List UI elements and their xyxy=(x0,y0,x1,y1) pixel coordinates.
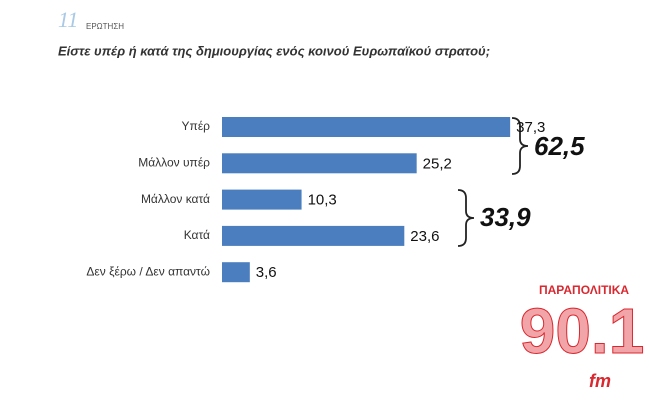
brace xyxy=(457,189,475,247)
category-label: Μάλλον κατά xyxy=(141,192,210,206)
chart-title: Είστε υπέρ ή κατά της δημιουργίας ενός κ… xyxy=(58,43,490,58)
value-label: 25,2 xyxy=(423,155,452,172)
logo-name: ΠΑΡΑΠΟΛΙΤΙΚΑ xyxy=(539,283,629,297)
brace xyxy=(511,117,529,175)
bar xyxy=(222,117,511,137)
annotation: 33,9 xyxy=(480,202,531,232)
question-label: ΕΡΩΤΗΣΗ xyxy=(86,22,124,31)
annotation: 62,5 xyxy=(534,131,585,161)
category-label: Υπέρ xyxy=(182,119,211,133)
value-label: 23,6 xyxy=(410,228,439,245)
category-label: Μάλλον υπέρ xyxy=(138,155,210,169)
category-label: Δεν ξέρω / Δεν απαντώ xyxy=(86,264,210,278)
value-label: 37,3 xyxy=(516,119,545,136)
value-label: 3,6 xyxy=(256,264,277,281)
logo-frequency: 90.1 xyxy=(520,295,645,367)
bar xyxy=(222,262,250,283)
category-label: Κατά xyxy=(184,228,210,242)
bar xyxy=(222,189,302,210)
question-number: 11 xyxy=(58,7,78,32)
logo-band: fm xyxy=(589,371,611,391)
bar xyxy=(222,225,405,246)
value-label: 10,3 xyxy=(308,192,337,209)
bar xyxy=(222,153,417,174)
